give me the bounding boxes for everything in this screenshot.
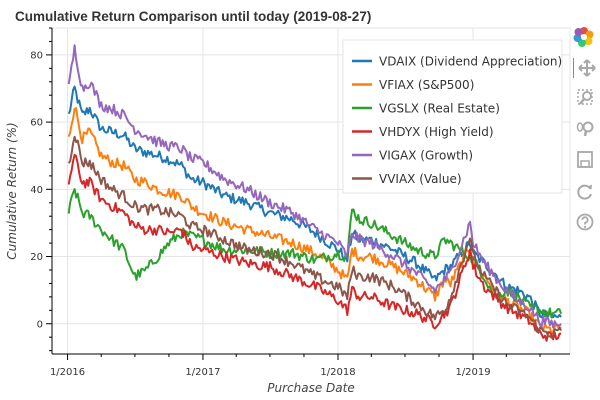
y-tick-label: 20 bbox=[30, 252, 43, 263]
x-tick-label: 1/2016 bbox=[50, 367, 85, 378]
x-ticks: 1/2016 1/2017 1/2018 1/2019 bbox=[50, 354, 541, 378]
series-lines bbox=[67, 44, 563, 342]
y-tick-label: 40 bbox=[30, 185, 43, 196]
y-tick-label: 60 bbox=[30, 118, 43, 129]
series-line-vgslx bbox=[67, 188, 563, 319]
legend: VDAIX (Dividend Appreciation) VFIAX (S&P5… bbox=[342, 39, 563, 194]
series-line-vhdyx bbox=[67, 153, 562, 342]
pan-tool-icon[interactable] bbox=[572, 56, 597, 80]
series-line-vigax bbox=[67, 44, 562, 329]
chart-title: Cumulative Return Comparison until today… bbox=[15, 9, 371, 24]
reset-tool-icon[interactable] bbox=[573, 180, 597, 204]
y-tick-label: 0 bbox=[37, 319, 43, 330]
box-zoom-tool-icon[interactable] bbox=[573, 86, 597, 110]
legend-box bbox=[342, 39, 563, 194]
legend-label: VVIAX (Value) bbox=[379, 172, 462, 186]
y-tick-label: 80 bbox=[30, 50, 43, 61]
save-tool-icon[interactable] bbox=[573, 148, 597, 172]
x-tick-label: 1/2017 bbox=[185, 367, 220, 378]
y-ticks: 0 20 40 60 80 bbox=[30, 27, 52, 352]
y-axis-label: Cumulative Return (%) bbox=[5, 122, 19, 259]
legend-label: VFIAX (S&P500) bbox=[379, 78, 474, 92]
axes bbox=[51, 28, 570, 355]
x-tick-label: 1/2019 bbox=[455, 367, 490, 378]
wheel-zoom-tool-icon[interactable] bbox=[573, 116, 597, 140]
legend-label: VHDYX (High Yield) bbox=[379, 125, 494, 139]
x-axis-label: Purchase Date bbox=[267, 381, 354, 395]
bokeh-logo-icon bbox=[573, 26, 597, 50]
series-line-vviax bbox=[67, 135, 562, 339]
legend-label: VIGAX (Growth) bbox=[379, 149, 473, 163]
legend-label: VGSLX (Real Estate) bbox=[379, 102, 500, 116]
help-tool-icon[interactable] bbox=[573, 210, 597, 234]
x-tick-label: 1/2018 bbox=[320, 367, 355, 378]
legend-label: VDAIX (Dividend Appreciation) bbox=[379, 55, 562, 69]
